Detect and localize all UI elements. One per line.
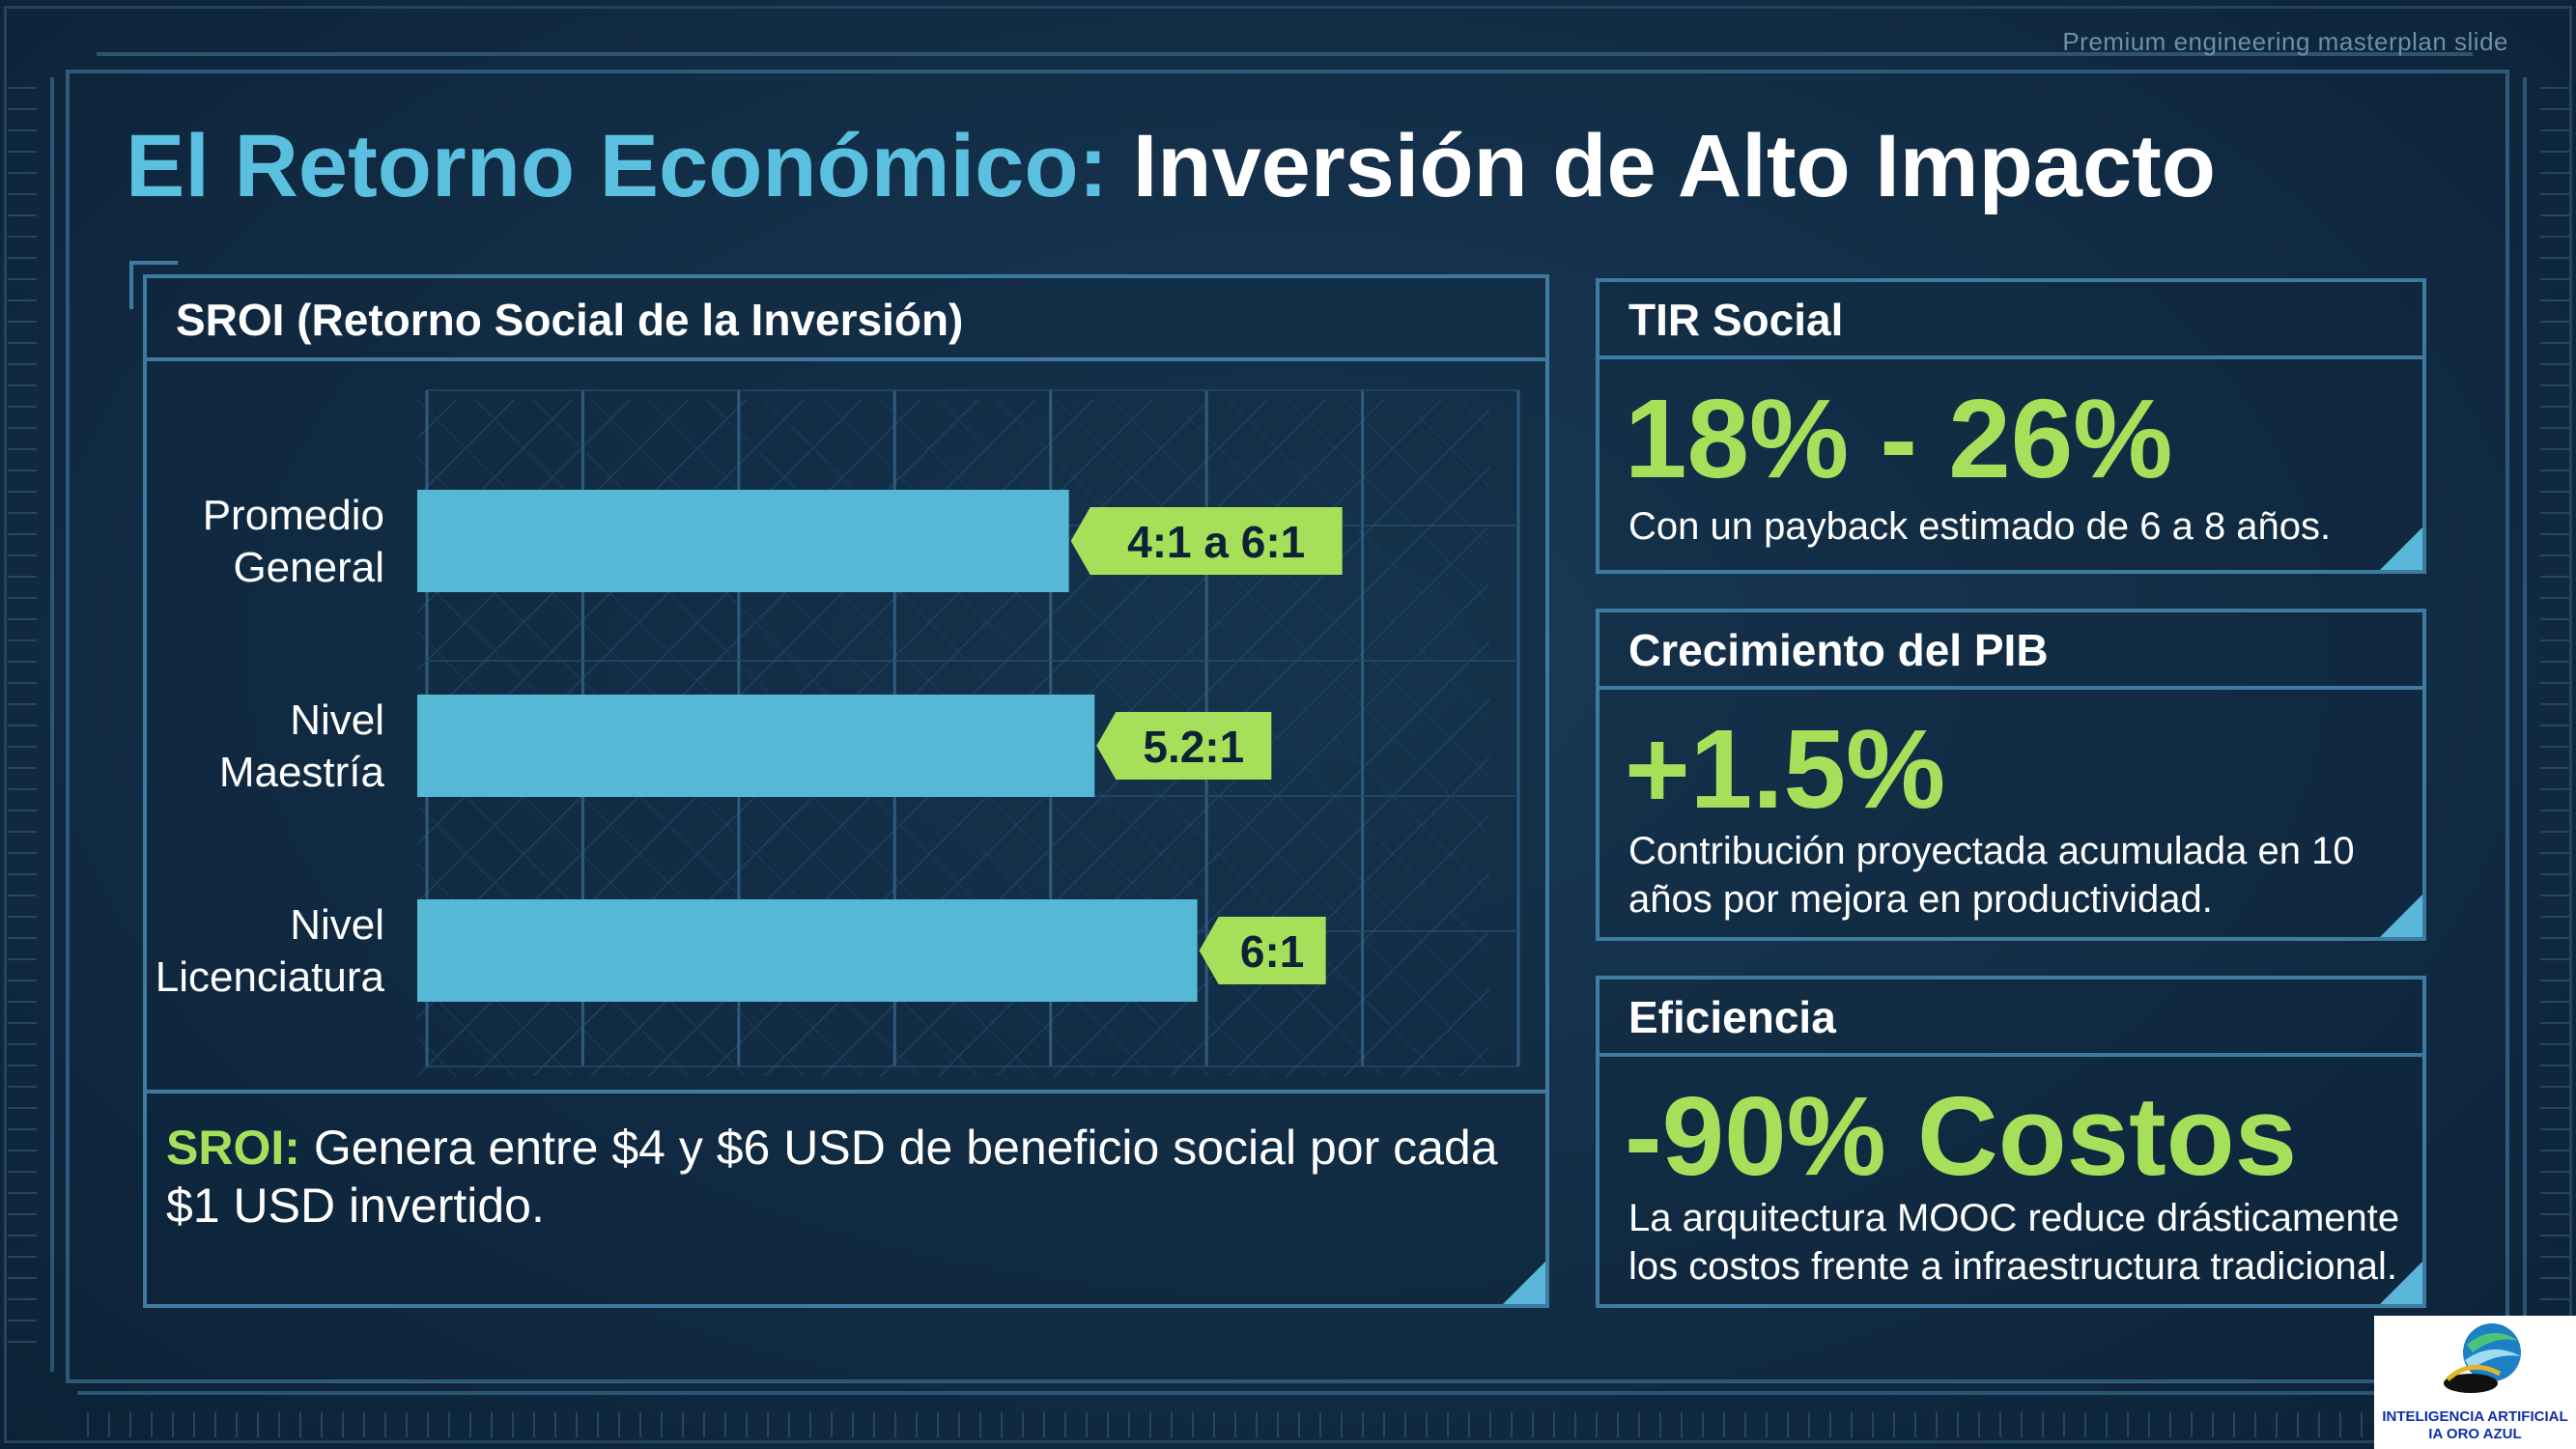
- kpi-panel-pib: Crecimiento del PIB +1.5% Contribución p…: [1596, 609, 2426, 941]
- sroi-note-text: Genera entre $4 y $6 USD de beneficio so…: [166, 1121, 1498, 1233]
- ruler-left: [50, 77, 54, 1372]
- panel-corner-accent: [2380, 1262, 2422, 1304]
- data-label-text: 6:1: [1240, 926, 1304, 977]
- data-label-text: 4:1 a 6:1: [1127, 517, 1305, 567]
- category-label: Licenciatura: [156, 953, 385, 1001]
- ruler-right: [2523, 77, 2527, 1372]
- bar-1: [417, 695, 1095, 797]
- page-title: El Retorno Económico: Inversión de Alto …: [126, 116, 2216, 217]
- kpi-panel-header: Eficiencia: [1599, 980, 2422, 1057]
- kpi-description: La arquitectura MOOC reduce drásticament…: [1628, 1197, 2400, 1288]
- data-label: 4:1 a 6:1: [1070, 507, 1343, 575]
- panel-corner-accent: [1503, 1262, 1545, 1304]
- panel-corner-bracket: [129, 261, 178, 309]
- data-label: 5.2:1: [1096, 712, 1272, 780]
- sroi-panel: SROI (Retorno Social de la Inversión) Pr…: [143, 274, 1549, 1308]
- chart-bars: Promedio General 4:1 a 6:1 Nivel Maestría 5.2…: [156, 490, 1343, 1002]
- category-label: Nivel: [290, 696, 384, 744]
- bar-2: [417, 899, 1198, 1002]
- category-label: General: [233, 544, 384, 591]
- tick-strip-left: [8, 87, 37, 1362]
- sroi-panel-header: SROI (Retorno Social de la Inversión): [147, 278, 1545, 361]
- kpi-panel-tir: TIR Social 18% - 26% Con un payback esti…: [1596, 278, 2426, 574]
- kpi-heading: Eficiencia: [1628, 992, 1836, 1042]
- data-label: 6:1: [1199, 917, 1326, 984]
- logo-line2: IA ORO AZUL: [2428, 1426, 2522, 1442]
- kpi-value: +1.5%: [1625, 706, 1946, 832]
- kpi-value: -90% Costos: [1625, 1073, 2298, 1199]
- logo-line1: INTELIGENCIA ARTIFICIAL: [2382, 1408, 2568, 1425]
- data-label-text: 5.2:1: [1143, 722, 1244, 772]
- title-highlight: El Retorno Económico:: [126, 117, 1109, 215]
- corner-note: Premium engineering masterplan slide: [2062, 27, 2508, 56]
- kpi-panel-eficiencia: Eficiencia -90% Costos La arquitectura M…: [1596, 976, 2426, 1308]
- blueprint-outer-frame: [4, 6, 2572, 1443]
- data-label-tag: [1096, 712, 1272, 780]
- globe-swirl-icon: [2444, 1323, 2521, 1393]
- ruler-top: [97, 52, 2473, 56]
- sroi-note: SROI: Genera entre $4 y $6 USD de benefi…: [166, 1119, 1499, 1235]
- data-label-tag: [1070, 507, 1343, 575]
- title-main: Inversión de Alto Impacto: [1132, 117, 2216, 215]
- tick-strip-bottom: [87, 1412, 2482, 1437]
- data-label-tag: [1199, 917, 1326, 984]
- ruler-bottom: [77, 1391, 2492, 1395]
- brand-logo: INTELIGENCIA ARTIFICIAL IA ORO AZUL: [2374, 1316, 2576, 1449]
- sroi-bar-chart: Promedio General 4:1 a 6:1 Nivel Maestría 5.2…: [156, 389, 1520, 1076]
- kpi-panel-header: TIR Social: [1599, 282, 2422, 359]
- blueprint-inner-frame: [66, 70, 2509, 1383]
- sroi-divider: [147, 1090, 1545, 1094]
- kpi-value: 18% - 26%: [1625, 376, 2173, 501]
- kpi-heading: Crecimiento del PIB: [1628, 625, 2049, 675]
- sroi-panel-heading: SROI (Retorno Social de la Inversión): [176, 295, 964, 345]
- category-label: Nivel: [290, 901, 384, 949]
- tick-strip-right: [2540, 87, 2569, 1362]
- kpi-panel-header: Crecimiento del PIB: [1599, 612, 2422, 690]
- sroi-note-label: SROI:: [166, 1121, 300, 1175]
- kpi-heading: TIR Social: [1628, 295, 1844, 345]
- kpi-description: Contribución proyectada acumulada en 10 …: [1628, 830, 2355, 921]
- bar-0: [417, 490, 1069, 592]
- panel-corner-accent: [2380, 527, 2422, 570]
- panel-corner-accent: [2380, 895, 2422, 937]
- category-label: Promedio: [203, 492, 384, 539]
- category-label: Maestría: [219, 749, 385, 796]
- kpi-description: Con un payback estimado de 6 a 8 años.: [1628, 505, 2332, 548]
